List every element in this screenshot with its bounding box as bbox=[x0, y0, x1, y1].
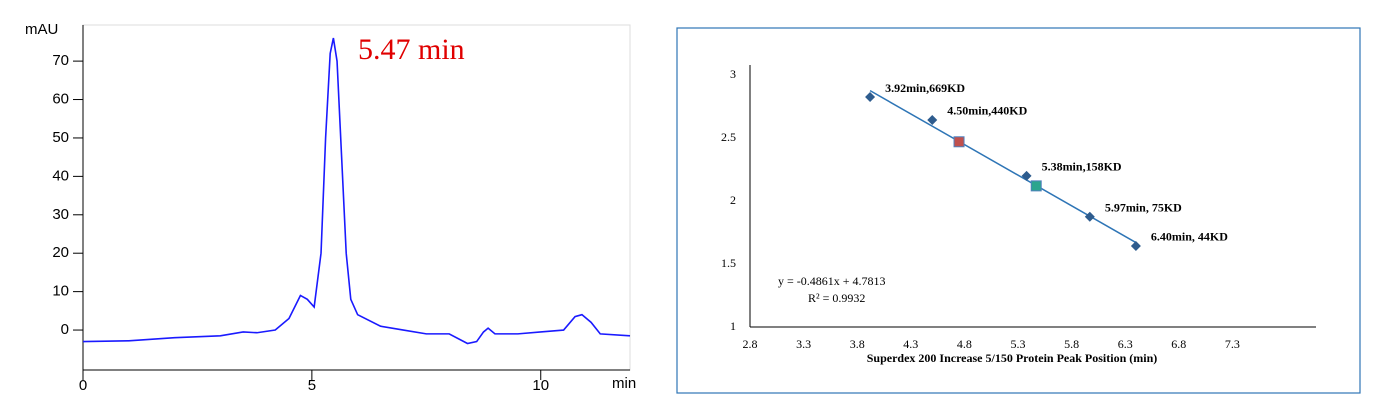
y-tick-label: 70 bbox=[52, 52, 69, 69]
x-tick-label: 0 bbox=[79, 377, 87, 394]
y-tick-label: 30 bbox=[52, 206, 69, 223]
y-tick-label: 60 bbox=[52, 91, 69, 108]
y-tick-label: 10 bbox=[52, 283, 69, 300]
x-tick-label: 2.8 bbox=[743, 337, 758, 351]
x-tick-label: 5 bbox=[308, 377, 316, 394]
y-tick-label: 2 bbox=[730, 193, 736, 207]
r-squared: R² = 0.9932 bbox=[808, 291, 865, 305]
y-axis-label: mAU bbox=[25, 21, 58, 38]
x-tick-label: 5.8 bbox=[1064, 337, 1079, 351]
x-tick-label: 6.3 bbox=[1118, 337, 1133, 351]
point bbox=[1084, 211, 1095, 222]
plot-frame bbox=[82, 24, 631, 371]
x-axis-label: Superdex 200 Increase 5/150 Protein Peak… bbox=[867, 351, 1158, 365]
x-tick-label: 3.8 bbox=[850, 337, 865, 351]
y-tick-label: 40 bbox=[52, 167, 69, 184]
chart-border bbox=[676, 27, 1361, 394]
point-label: 4.50min,440KD bbox=[947, 104, 1027, 118]
y-tick-label: 1.5 bbox=[721, 256, 736, 270]
x-tick-label: 4.8 bbox=[957, 337, 972, 351]
point bbox=[1021, 170, 1032, 181]
x-tick-label: 10 bbox=[532, 377, 549, 394]
x-tick-label: 6.8 bbox=[1171, 337, 1186, 351]
y-tick-label: 0 bbox=[61, 321, 69, 338]
x-tick-label: 5.3 bbox=[1011, 337, 1026, 351]
y-tick-label: 1 bbox=[730, 319, 736, 333]
point-label: 5.38min,158KD bbox=[1042, 160, 1122, 174]
peak-annotation: 5.47 min bbox=[358, 33, 465, 66]
y-tick-label: 2.5 bbox=[721, 130, 736, 144]
y-tick-label: 3 bbox=[730, 67, 736, 81]
equation: y = -0.4861x + 4.7813 bbox=[778, 274, 886, 288]
x-axis-label: min bbox=[612, 375, 636, 392]
point-label: 5.97min, 75KD bbox=[1105, 201, 1182, 215]
point-label: 6.40min, 44KD bbox=[1151, 230, 1228, 244]
point bbox=[865, 92, 876, 103]
x-tick-label: 4.3 bbox=[903, 337, 918, 351]
x-tick-label: 7.3 bbox=[1225, 337, 1240, 351]
signal-line bbox=[82, 37, 631, 345]
point bbox=[1130, 240, 1141, 251]
point bbox=[1030, 180, 1042, 192]
calibration-chart: Superdex 200 Increase 5/150 Protein Peak… bbox=[676, 27, 1361, 394]
y-tick-label: 20 bbox=[52, 244, 69, 261]
x-tick-label: 3.3 bbox=[796, 337, 811, 351]
point bbox=[953, 136, 965, 148]
chromatogram: mAU min 5.47 min 0 10 20 30 40 50 60 70 0 5 10 bbox=[25, 21, 636, 394]
y-tick-label: 50 bbox=[52, 129, 69, 146]
point bbox=[927, 114, 938, 125]
point-label: 3.92min,669KD bbox=[885, 81, 965, 95]
